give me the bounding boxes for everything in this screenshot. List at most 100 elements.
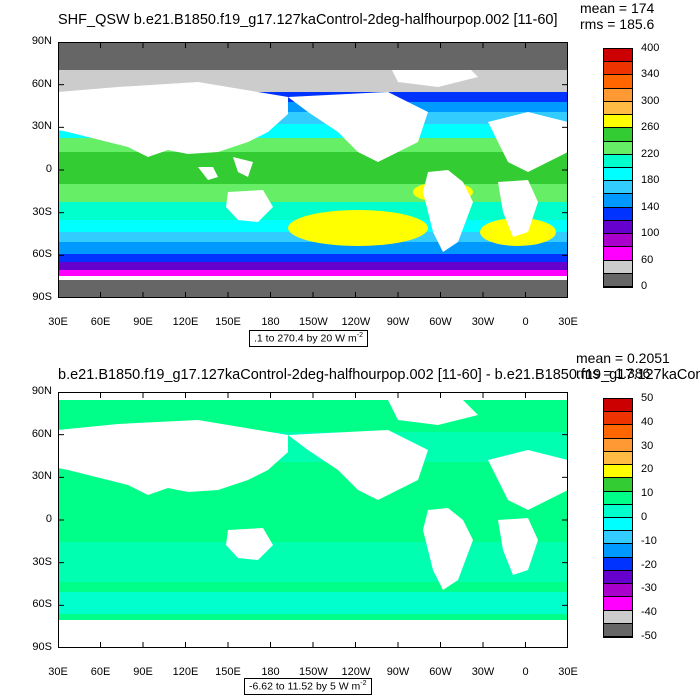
colorbar-swatch [604,623,632,637]
colorbar-swatch [604,273,632,287]
lon-tick-label: 30E [558,666,578,678]
panel2-map [58,392,568,648]
colorbar-label: 10 [641,487,654,500]
panel2-range-box: -6.62 to 11.52 by 5 W m-2 [244,678,372,695]
colorbar-label: 140 [641,200,660,213]
colorbar-swatch [604,491,632,505]
panel1-rms: rms = 185.6 [580,16,655,32]
lat-tick-label: 90N [31,35,52,47]
colorbar-swatch [604,465,632,479]
colorbar-label: 260 [641,121,660,134]
lat-tick-label: 90S [32,641,52,653]
lon-tick-label: 30W [471,666,495,678]
colorbar-swatch [604,478,632,492]
lon-tick-label: 60W [429,666,452,678]
colorbar-label: 40 [641,415,654,428]
colorbar-label: 50 [641,392,654,404]
panel1-land [58,57,568,252]
colorbar-swatch [604,504,632,518]
colorbar-swatch [604,597,632,611]
panel1-range-box: .1 to 270.4 by 20 W m-2 [249,330,368,347]
panel1-range-label: .1 to 270.4 by 20 [254,332,333,345]
colorbar-swatch [604,451,632,466]
lat-tick-label: 60N [31,427,52,440]
colorbar-label: 400 [641,42,660,54]
lon-tick-label: 90E [133,666,153,678]
lon-tick-label: 150E [215,666,241,678]
lon-tick-label: 30E [48,316,68,328]
lon-tick-label: 60W [429,316,452,328]
colorbar-label: -10 [641,534,657,547]
panel1-title: SHF_QSW b.e21.B1850.f19_g17.127kaControl… [58,12,558,28]
colorbar-label: 180 [641,174,660,187]
panel1-mean: mean = 174 [580,0,655,16]
lon-tick-label: 180 [261,666,280,678]
lon-tick-label: 150W [299,316,328,328]
lat-tick-label: 30S [32,555,52,568]
colorbar-label: -40 [641,606,657,619]
panel2-units-exp: -2 [360,680,367,687]
lat-tick-label: 30N [31,470,52,483]
colorbar-swatch [604,531,632,545]
lon-tick-label: 120E [172,666,199,678]
lon-tick-label: 60E [90,316,111,328]
lon-tick-label: 30W [471,316,495,328]
colorbar-swatch [604,247,632,261]
colorbar-label: 300 [641,94,660,107]
colorbar-swatch [604,399,632,413]
lon-tick-label: 180 [261,316,280,328]
colorbar-label: 220 [641,147,660,160]
lon-tick-label: 0 [522,316,529,328]
colorbar-swatch [604,154,632,168]
colorbar-swatch [604,115,632,129]
lat-tick-label: 0 [45,163,52,175]
colorbar-swatch [604,128,632,142]
lat-tick-label: 60S [32,248,52,261]
colorbar-swatch [604,570,632,585]
colorbar-label: 30 [641,439,654,452]
colorbar-label: 60 [641,253,654,266]
colorbar-swatch [604,584,632,598]
colorbar-swatch [604,167,632,182]
lon-tick-label: 90E [133,316,153,328]
panel2-units: W m [338,680,361,693]
colorbar-swatch [604,181,632,195]
colorbar-swatch [604,610,632,624]
colorbar-swatch [604,220,632,235]
panel1-map [58,42,568,298]
colorbar-swatch [604,141,632,155]
colorbar-label: -30 [641,582,657,595]
colorbar-swatch [604,557,632,571]
colorbar-label: 340 [641,68,660,81]
lon-tick-label: 0 [522,666,529,678]
lat-tick-label: 0 [45,513,52,525]
colorbar-swatch [604,194,632,208]
panel1-colorbar [603,48,633,288]
colorbar-swatch [604,101,632,116]
colorbar-swatch [604,207,632,221]
lon-tick-label: 120W [341,666,371,678]
colorbar-label: -50 [641,630,657,642]
lon-tick-label: 90W [386,666,410,678]
colorbar-label: 0 [641,280,648,292]
colorbar-swatch [604,438,632,452]
colorbar-swatch [604,425,632,439]
lat-tick-label: 30S [32,205,52,218]
lat-tick-label: 60N [31,77,52,90]
lon-tick-label: 120W [341,316,371,328]
panel2-land [58,395,568,590]
colorbar-swatch [604,260,632,274]
colorbar-swatch [604,62,632,76]
lon-tick-label: 150W [299,666,328,678]
lat-tick-label: 90S [32,291,52,303]
lon-tick-label: 90W [386,316,410,328]
colorbar-swatch [604,49,632,63]
lat-tick-label: 90N [31,385,52,397]
colorbar-swatch [604,544,632,558]
panel2-mean: mean = 0.2051 [576,350,670,366]
panel2-colorbar [603,398,633,638]
panel2-range-label: -6.62 to 11.52 by 5 [249,680,336,693]
colorbar-label: 20 [641,463,654,476]
lon-tick-label: 60E [90,666,111,678]
lon-tick-label: 30E [558,316,578,328]
